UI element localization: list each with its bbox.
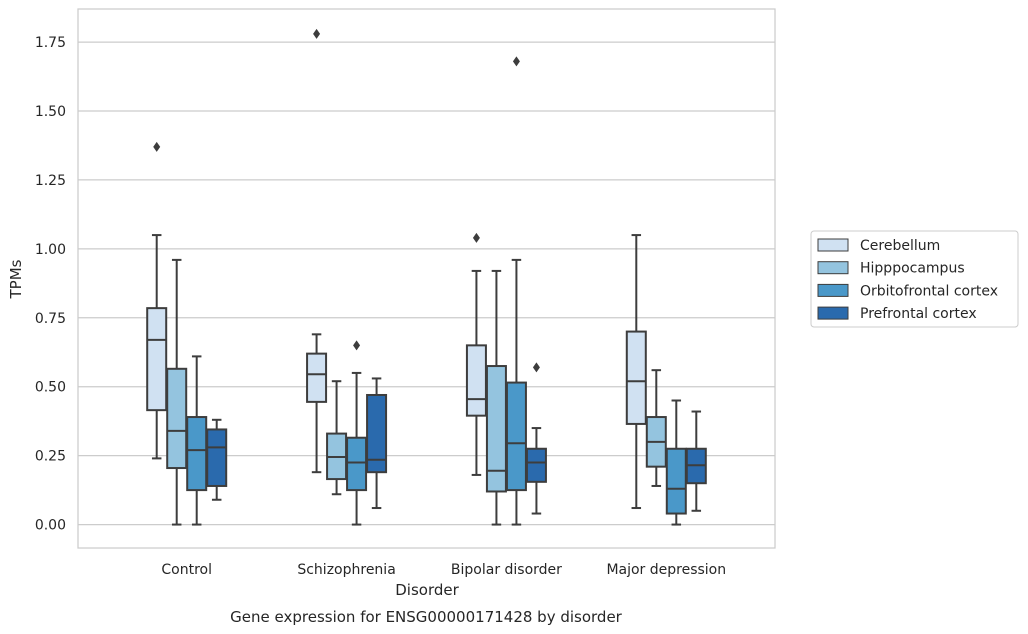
box-body — [465, 344, 487, 417]
box-body — [485, 365, 507, 493]
box — [685, 410, 707, 512]
box-body — [625, 330, 647, 425]
box — [146, 141, 168, 460]
box — [645, 369, 667, 487]
x-tick-label: Major depression — [606, 562, 726, 578]
outlier-point — [472, 232, 480, 243]
y-axis-label: TPMs — [7, 259, 25, 299]
x-tick-label: Bipolar disorder — [451, 562, 562, 578]
y-tick-label: 1.00 — [35, 242, 66, 258]
box — [166, 258, 188, 526]
y-tick-label: 0.25 — [35, 449, 66, 465]
legend-label: Orbitofrontal cortex — [860, 283, 998, 299]
box-body — [306, 352, 328, 403]
y-tick-label: 0.75 — [35, 311, 66, 327]
x-axis-label: Disorder — [395, 581, 459, 599]
legend-swatch — [817, 283, 849, 297]
plot-frame — [77, 8, 776, 549]
box-body — [366, 393, 388, 474]
legend-swatch — [817, 306, 849, 320]
x-tick-label: Schizophrenia — [297, 562, 395, 578]
legend: Cerebellum Hipppocampus Orbitofrontal cort… — [810, 230, 1019, 328]
box-body — [146, 307, 168, 412]
x-tick-labels: Control Schizophrenia Bipolar disorder Majo… — [161, 562, 726, 578]
box-body — [206, 428, 228, 487]
box-body — [665, 447, 687, 515]
box-body — [186, 416, 208, 492]
outlier-point — [153, 141, 161, 152]
box — [625, 234, 647, 510]
box-body — [346, 436, 368, 492]
box-groups — [146, 28, 707, 526]
box — [525, 362, 547, 515]
box — [346, 340, 368, 526]
box — [505, 56, 527, 526]
box — [306, 28, 328, 474]
box-body — [525, 447, 547, 483]
figure-caption: Gene expression for ENSG00000171428 by d… — [230, 608, 623, 626]
legend-label: Cerebellum — [860, 238, 940, 254]
box — [206, 418, 228, 501]
outlier-point — [512, 56, 520, 67]
y-tick-label: 1.50 — [35, 104, 66, 120]
box-body — [505, 381, 527, 492]
legend-frame — [810, 230, 1019, 328]
outlier-point — [353, 340, 361, 351]
box — [465, 232, 487, 476]
y-tick-label: 0.00 — [35, 518, 66, 534]
outlier-point — [313, 28, 321, 39]
y-tick-label: 0.50 — [35, 380, 66, 396]
y-tick-label: 1.75 — [35, 35, 66, 51]
x-tick-label: Control — [161, 562, 212, 578]
outlier-point — [532, 362, 540, 373]
box — [366, 377, 388, 510]
y-tick-label: 1.25 — [35, 173, 66, 189]
legend-label: Hipppocampus — [860, 261, 965, 277]
legend-swatch — [817, 261, 849, 275]
box-body — [166, 367, 188, 470]
legend-label: Prefrontal cortex — [860, 306, 977, 322]
legend-swatch — [817, 238, 849, 252]
y-tick-labels: 0.00 0.25 0.50 0.75 1.00 1.25 1.50 1.75 — [35, 35, 66, 533]
